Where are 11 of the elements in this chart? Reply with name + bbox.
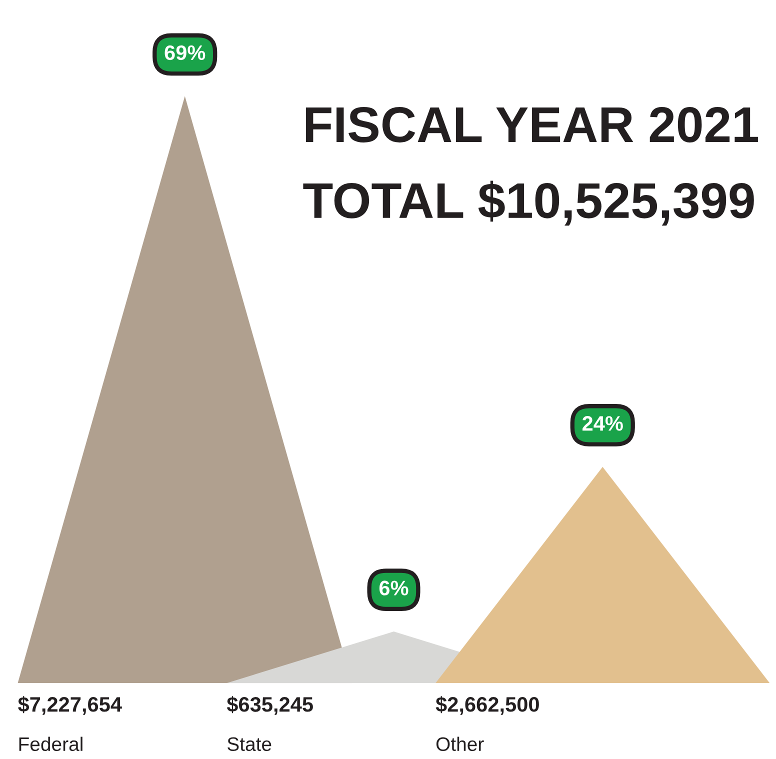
category-label: Other (436, 736, 484, 752)
text: 69% (164, 45, 206, 60)
text: 6% (379, 580, 408, 596)
category-label: Federal (19, 736, 82, 752)
data-label: $2,662,500 (436, 696, 539, 715)
text: FISCAL YEAR 2021 (306, 107, 758, 142)
data-label: $635,245 (226, 696, 313, 715)
text: 24% (582, 416, 623, 431)
text: TOTAL $10,525,399 (303, 180, 754, 226)
data-label: $7,227,654 (18, 696, 122, 715)
category-label: State (228, 737, 272, 752)
